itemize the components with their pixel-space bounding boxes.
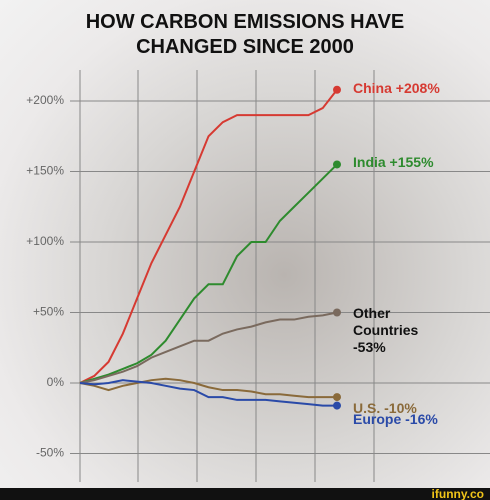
end-marker: [333, 160, 341, 169]
series-label: China +208%: [353, 79, 440, 96]
end-marker: [333, 85, 341, 94]
series-label: Other Countries -53%: [353, 304, 419, 355]
series-line: [79, 89, 338, 384]
series-label: Europe -16%: [353, 410, 438, 427]
series-label: India +155%: [353, 154, 434, 171]
y-tick-label: +200%: [26, 93, 64, 107]
series-line: [79, 311, 338, 384]
end-marker: [333, 308, 341, 317]
y-tick-label: +100%: [26, 234, 64, 248]
series-label: U.S. -10%: [353, 400, 417, 417]
y-tick-label: +150%: [26, 164, 64, 178]
series-line: [79, 377, 337, 399]
series-line: [79, 379, 337, 407]
watermark: ifunny.co: [431, 487, 484, 500]
series-line: [79, 163, 338, 384]
chart-title: HOW CARBON EMISSIONS HAVE CHANGED SINCE …: [85, 11, 405, 58]
y-tick-label: +50%: [33, 305, 64, 319]
y-tick-label: 0%: [47, 375, 65, 389]
end-marker: [333, 401, 341, 410]
vertical-grid: [79, 70, 375, 482]
footer-bar: [0, 488, 490, 500]
end-marker: [333, 393, 341, 402]
y-tick-label: -50%: [36, 446, 64, 460]
